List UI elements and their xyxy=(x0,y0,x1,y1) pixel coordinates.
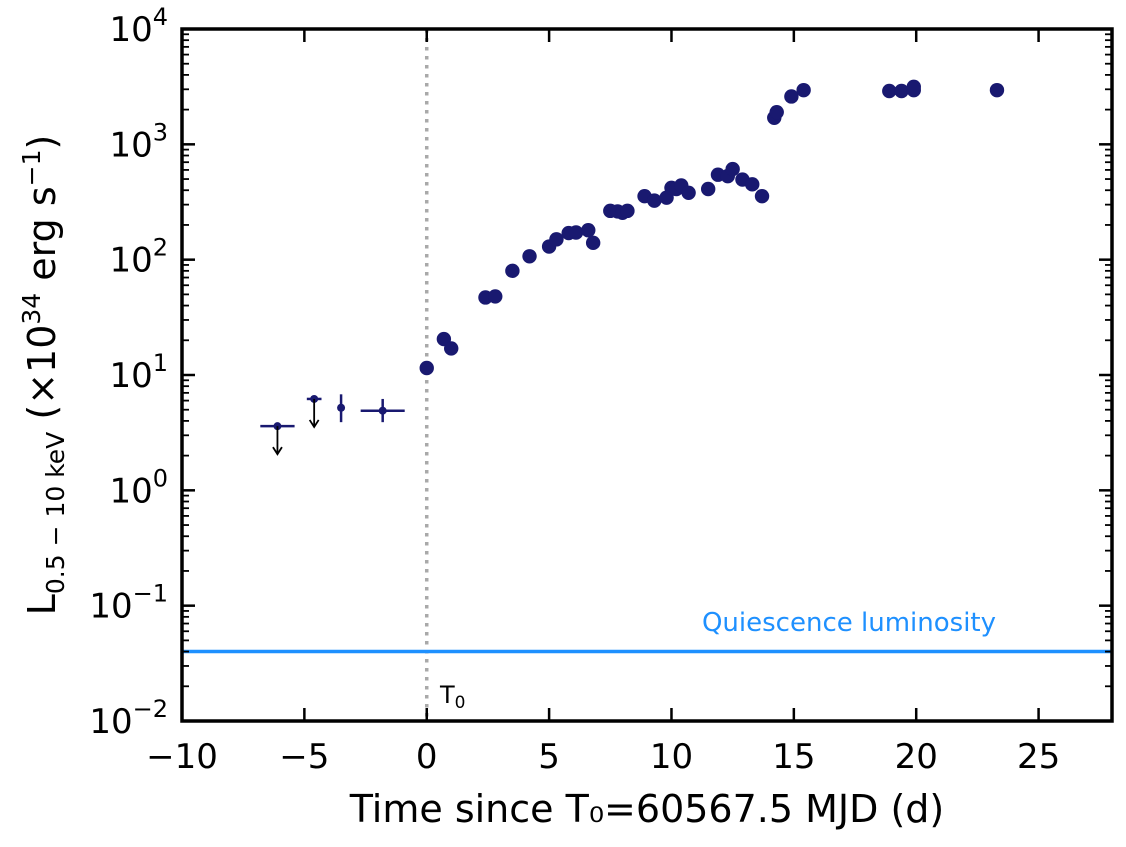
y-tick-label: 10−2 xyxy=(89,695,168,742)
detection-point xyxy=(568,225,584,240)
detection-point xyxy=(419,360,434,376)
x-tick-label: 15 xyxy=(772,737,815,777)
error-point-marker xyxy=(378,406,387,415)
t0-label-main: T xyxy=(439,681,455,709)
detection-point xyxy=(796,82,811,98)
detection-point xyxy=(647,193,662,208)
detection-point xyxy=(585,235,601,251)
detection-point xyxy=(882,83,897,99)
x-tick-label: −10 xyxy=(146,737,218,777)
error-point xyxy=(337,394,346,423)
error-point xyxy=(360,398,405,423)
detection-point xyxy=(754,189,770,204)
y-axis-label-group: L0.5 − 10 keV (×1034 erg s−1) xyxy=(17,135,70,616)
y-tick-label: 103 xyxy=(109,118,168,165)
detection-point xyxy=(700,181,716,197)
upper-limit-point xyxy=(260,422,295,456)
detection-point xyxy=(894,83,909,99)
x-tick-label: 25 xyxy=(1017,737,1060,777)
t0-label: T0 xyxy=(439,681,466,713)
detection-point xyxy=(549,232,564,247)
upper-limit-arrow-head xyxy=(308,419,320,429)
detection-point xyxy=(522,249,537,264)
y-axis-label: L0.5 − 10 keV (×1034 erg s−1) xyxy=(17,135,70,616)
detection-point xyxy=(989,82,1005,98)
t0-label-sub: 0 xyxy=(455,693,466,713)
detection-point xyxy=(725,161,740,177)
x-tick-label: 20 xyxy=(895,737,938,777)
detection-point xyxy=(745,177,760,192)
detection-point xyxy=(620,203,635,219)
y-tick-label: 101 xyxy=(109,349,168,396)
y-tick-label: 104 xyxy=(109,3,168,50)
x-tick-label: 5 xyxy=(538,737,560,777)
x-tick-label: 0 xyxy=(416,737,438,777)
detection-point xyxy=(769,104,784,120)
y-tick-label: 102 xyxy=(109,234,168,281)
y-tick-label: 100 xyxy=(109,464,168,511)
x-tick-label: −5 xyxy=(279,737,329,777)
detection-point xyxy=(444,341,459,356)
detection-point xyxy=(488,289,503,304)
x-tick-label: 10 xyxy=(650,737,693,777)
y-tick-label: 10−1 xyxy=(89,580,168,627)
error-point-marker xyxy=(337,403,346,412)
x-axis-label: Time since T₀=60567.5 MJD (d) xyxy=(349,787,944,831)
quiescence-label: Quiescence luminosity xyxy=(702,608,996,638)
detection-point xyxy=(681,185,696,200)
detection-point xyxy=(505,263,520,279)
upper-limit-point xyxy=(306,394,322,429)
detection-point xyxy=(784,89,799,104)
upper-limit-arrow-head xyxy=(272,446,283,456)
detection-point xyxy=(906,79,921,95)
detection-point xyxy=(581,223,596,238)
